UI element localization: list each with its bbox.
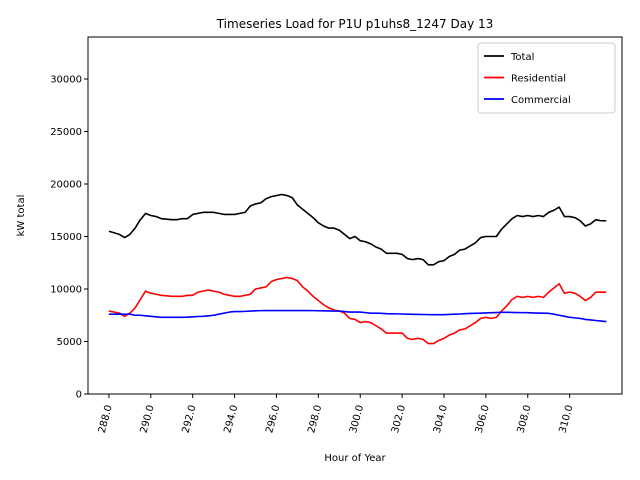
plot-lines	[108, 193, 607, 345]
legend-label-residential: Residential	[511, 74, 566, 85]
y-tick-label: 20000	[50, 180, 82, 191]
x-axis-label: Hour of Year	[324, 453, 386, 464]
legend-label-commercial: Commercial	[511, 95, 571, 106]
y-tick-label: 25000	[50, 127, 82, 138]
y-axis: 0 5000 10000 15000 20000 25000 30000	[50, 75, 88, 401]
y-tick-label: 10000	[50, 285, 82, 296]
y-tick-label: 0	[76, 390, 82, 401]
series-line-residential	[108, 276, 607, 345]
legend: Total Residential Commercial	[477, 42, 616, 114]
series-line-commercial	[108, 309, 607, 323]
plot-frame	[87, 36, 623, 395]
y-axis-label: kW total	[16, 195, 27, 237]
legend-box	[477, 42, 616, 114]
legend-label-total: Total	[510, 52, 534, 63]
y-tick-label: 30000	[50, 75, 82, 86]
series-line-total	[108, 193, 607, 266]
y-tick-label: 5000	[57, 337, 82, 348]
y-tick-label: 15000	[50, 232, 82, 243]
chart-title: Timeseries Load for P1U p1uhs8_1247 Day …	[216, 17, 494, 31]
